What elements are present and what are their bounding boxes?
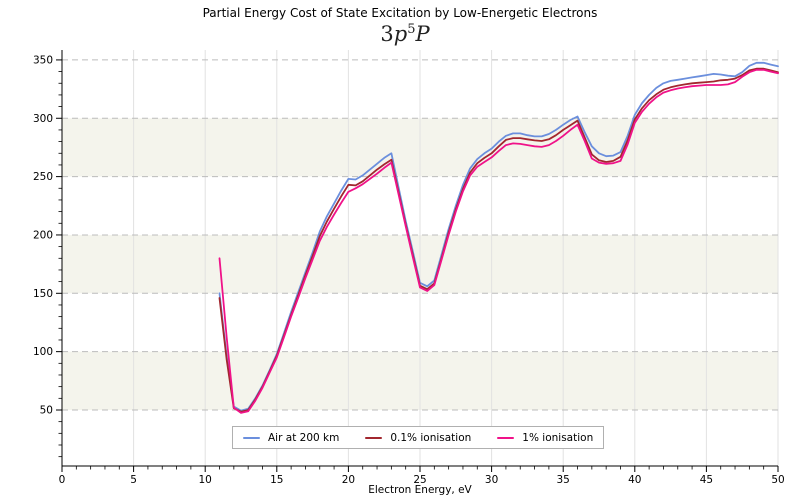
x-axis-label: Electron Energy, eV (368, 484, 472, 496)
subtitle-coefficient: 3 (380, 22, 394, 46)
y-tick-label: 250 (33, 171, 53, 183)
x-tick-label: 20 (342, 474, 355, 486)
series-line-1 (218, 67, 779, 413)
x-tick-label: 35 (557, 474, 570, 486)
y-tick-label: 300 (33, 113, 53, 125)
legend-item-0.1pct-ionisation: 0.1% ionisation (365, 432, 471, 444)
series-line-2 (218, 68, 779, 414)
legend: Air at 200 km 0.1% ionisation 1% ionisat… (232, 426, 605, 449)
x-tick-label: 45 (700, 474, 713, 486)
subtitle-superscript: 5 (407, 22, 416, 37)
legend-label: Air at 200 km (268, 431, 340, 444)
chart-subtitle: 3p5P (0, 22, 800, 46)
subtitle-term: P (415, 22, 430, 46)
legend-line-sample-darkred (365, 436, 383, 439)
legend-line-sample-magenta (497, 436, 515, 439)
x-tick-label: 30 (485, 474, 498, 486)
y-tick-label: 150 (33, 288, 53, 300)
series-line-0 (218, 61, 779, 412)
legend-label: 0.1% ionisation (390, 431, 472, 444)
subtitle-orbital: p (393, 22, 408, 46)
chart-title: Partial Energy Cost of State Excitation … (202, 6, 598, 20)
legend-item-air-200km: Air at 200 km (243, 432, 339, 444)
x-tick-label: 40 (628, 474, 641, 486)
x-tick-label: 25 (413, 474, 426, 486)
y-tick-label: 100 (33, 346, 53, 358)
y-tick-label: 350 (33, 54, 53, 66)
y-tick-label: 200 (33, 229, 53, 241)
y-tick-label: 50 (40, 404, 53, 416)
x-tick-label: 5 (130, 474, 137, 486)
x-tick-label: 10 (199, 474, 212, 486)
x-tick-label: 0 (59, 474, 66, 486)
x-tick-label: 50 (771, 474, 784, 486)
x-tick-label: 15 (270, 474, 283, 486)
legend-line-sample-blue (243, 436, 260, 439)
legend-label: 1% ionisation (522, 431, 594, 444)
legend-item-1pct-ionisation: 1% ionisation (497, 432, 593, 444)
